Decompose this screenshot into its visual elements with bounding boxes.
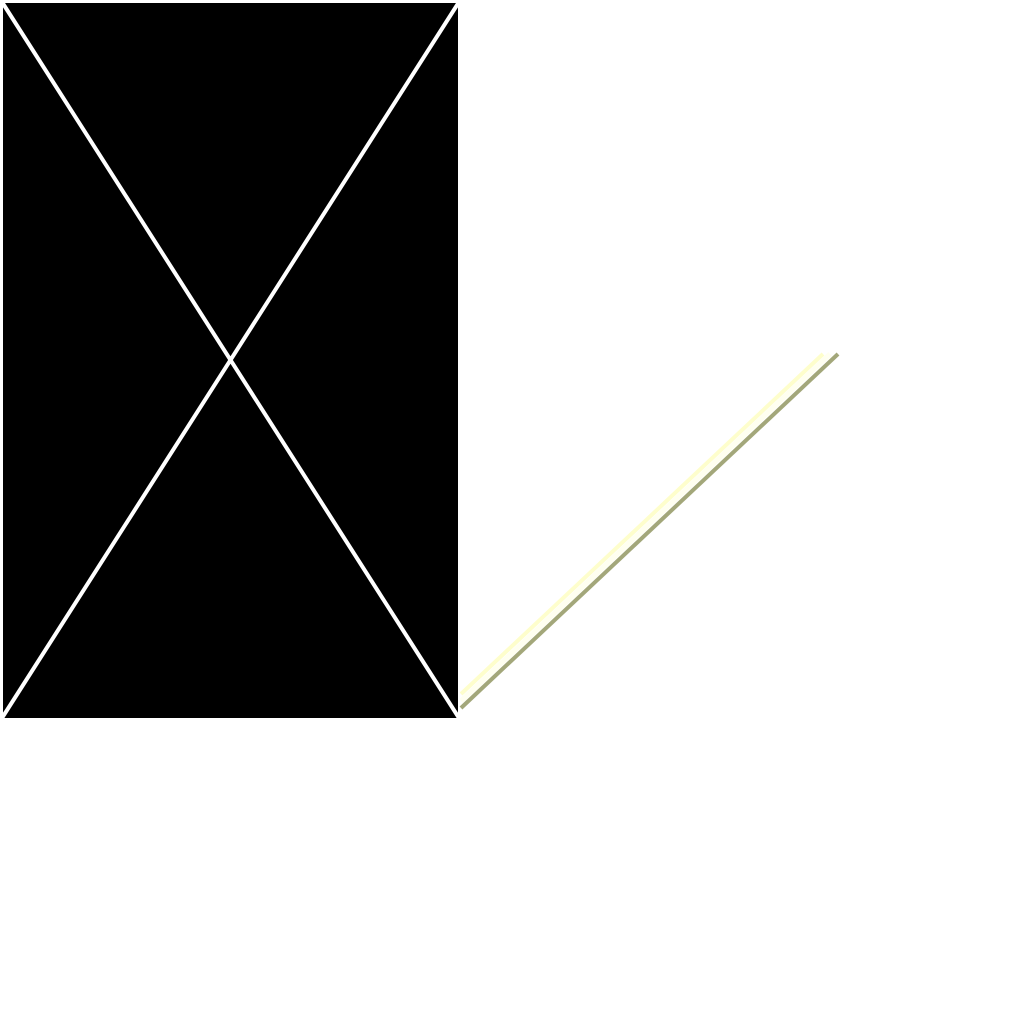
panel-diagonal-top-right-to-bottom-left xyxy=(0,0,461,720)
beam-dark-edge xyxy=(459,352,840,710)
beam-light-edge xyxy=(459,352,825,696)
crossed-panel xyxy=(0,0,461,721)
beam-mid xyxy=(459,352,832,703)
diagonal-beam xyxy=(459,352,840,710)
